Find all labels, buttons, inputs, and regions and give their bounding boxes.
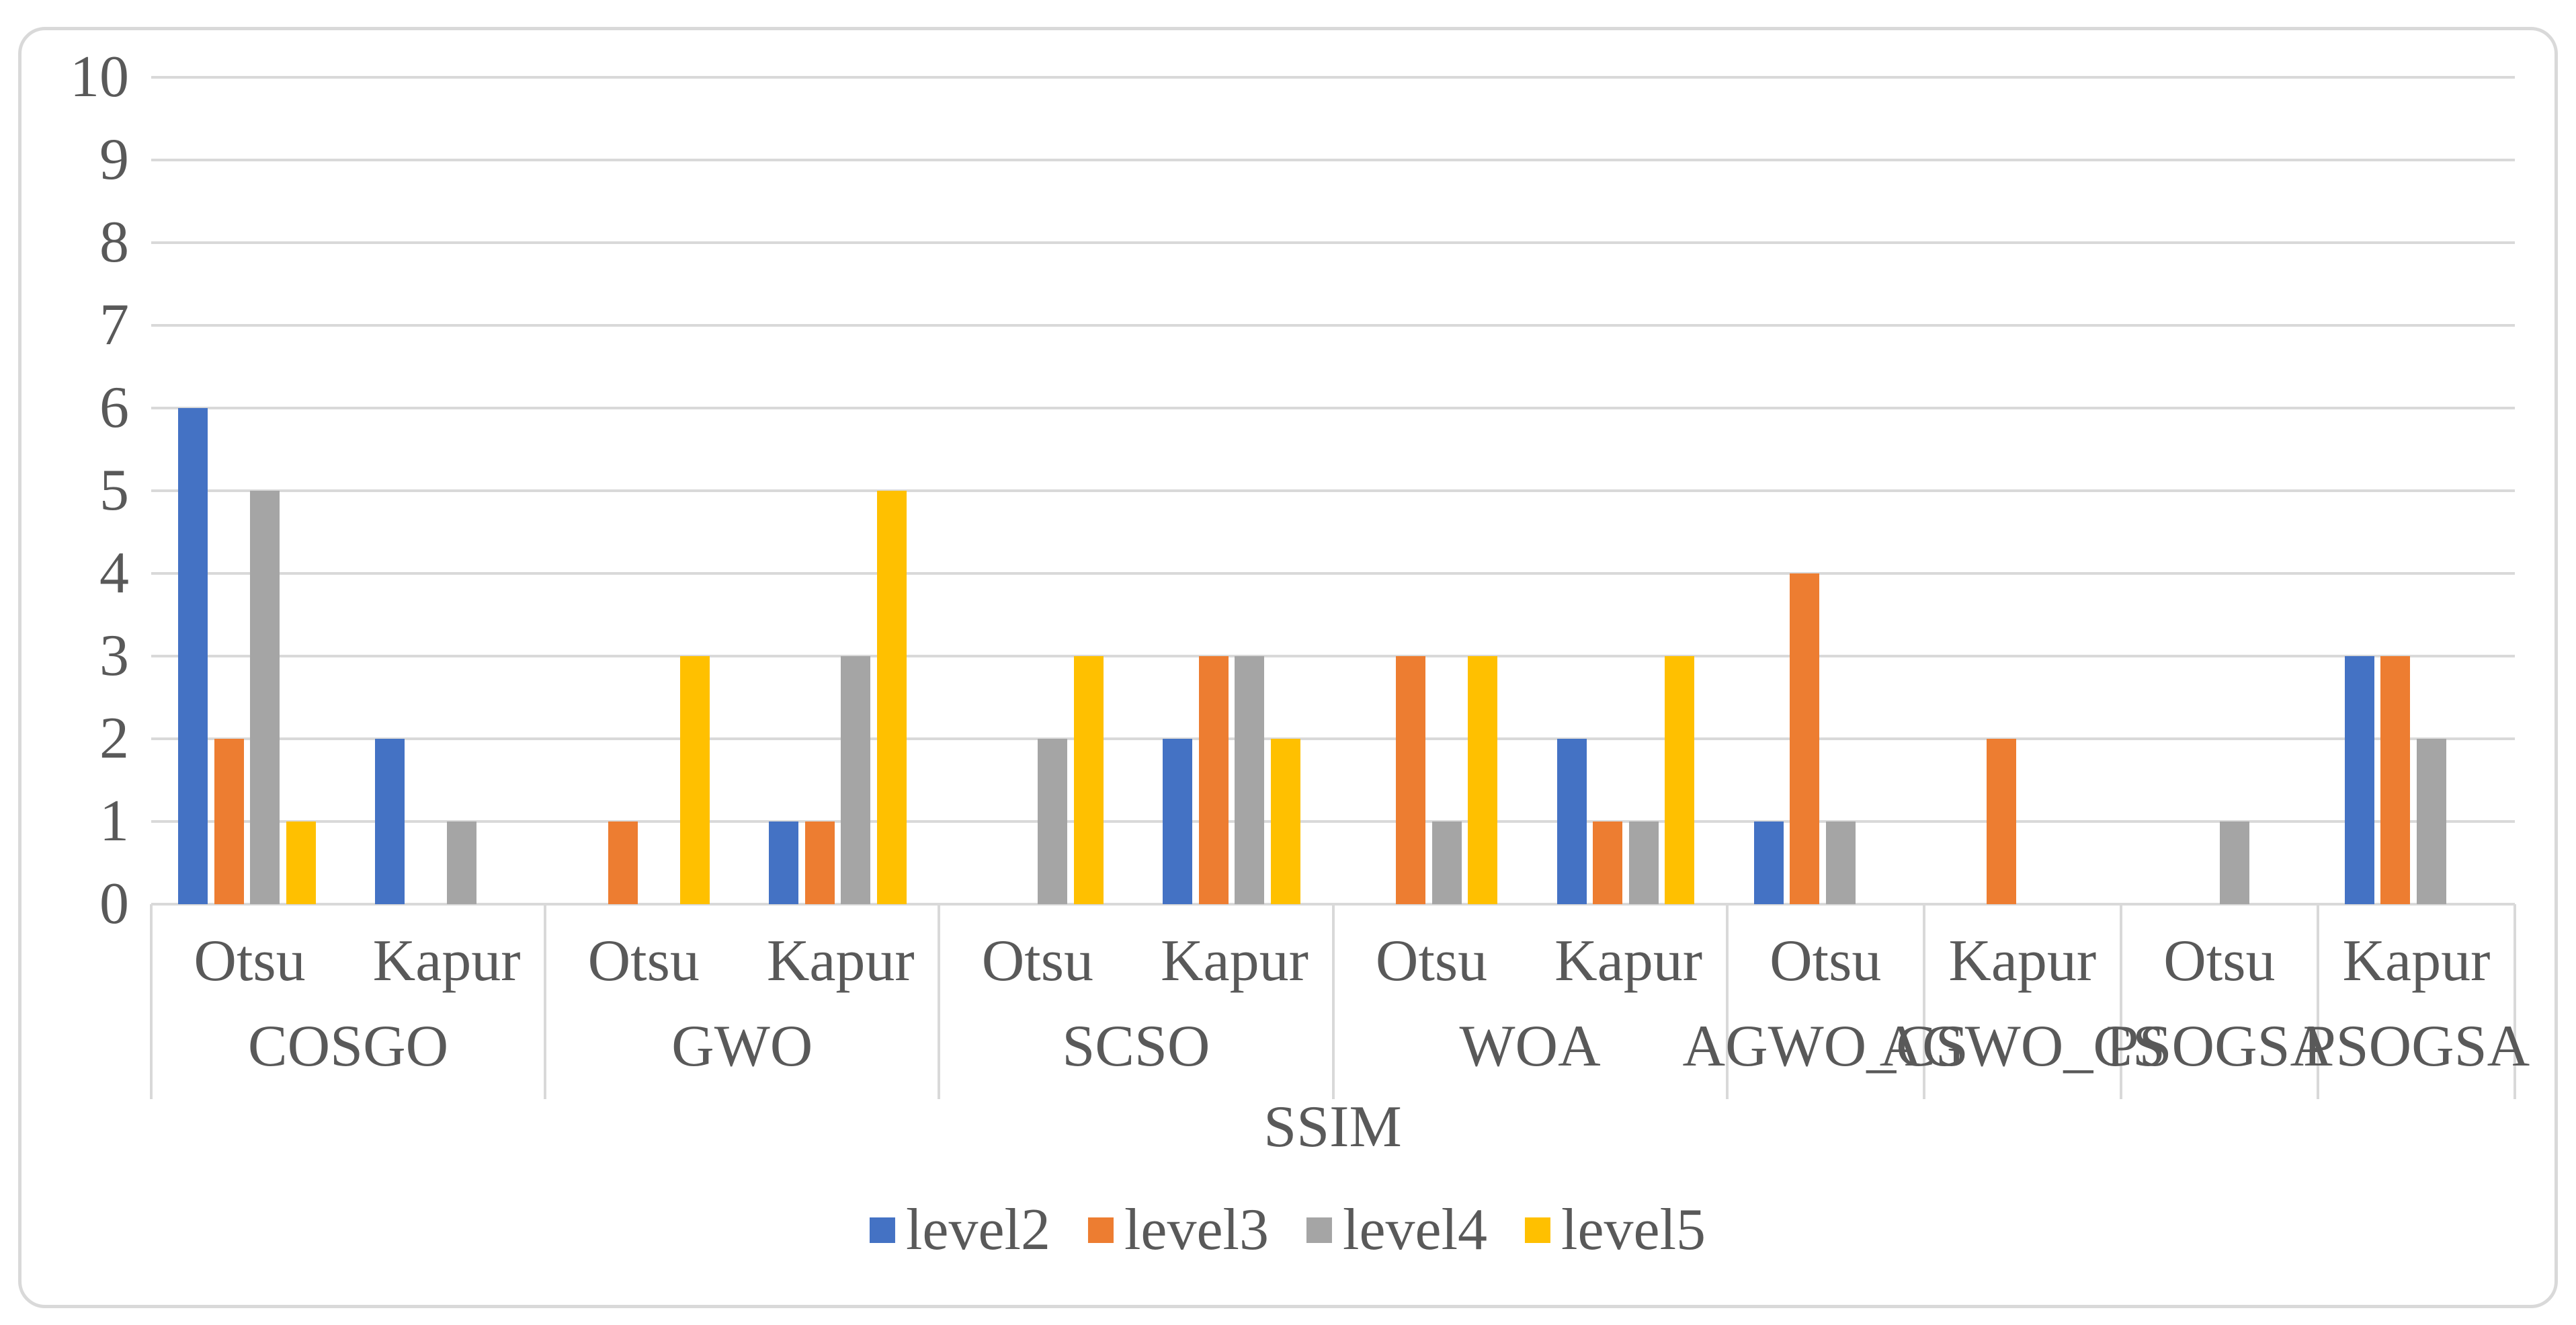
- axis-table-border: [1922, 904, 1925, 1099]
- group-label-agwo-cs: AGWO_CS: [1879, 1014, 2165, 1079]
- y-axis-tick-label-7: 7: [99, 292, 129, 358]
- bar-psogsa-kapur-level2: [2344, 656, 2374, 904]
- bar-gwo-kapur-level4: [841, 656, 871, 904]
- gridline-3: [151, 655, 2515, 657]
- gridline-6: [151, 407, 2515, 409]
- y-axis-tick-label-8: 8: [99, 210, 129, 275]
- legend-label-level2: level2: [905, 1197, 1050, 1262]
- bar-scso-otsu-level5: [1073, 656, 1104, 904]
- gridline-10: [151, 76, 2515, 79]
- x-axis-title: SSIM: [1263, 1094, 1402, 1160]
- y-axis-tick-label-0: 0: [99, 871, 129, 936]
- bar-cosgo-otsu-level5: [286, 821, 316, 904]
- group-label-agwo-cs: AGWO_CS: [1682, 1014, 1968, 1079]
- axis-table-border: [2513, 904, 2516, 1099]
- bar-psogsa-kapur-level4: [2416, 739, 2446, 904]
- category-label-otsu: Otsu: [194, 928, 306, 994]
- bar-scso-kapur-level3: [1198, 656, 1229, 904]
- bar-gwo-kapur-level3: [804, 821, 835, 904]
- bar-woa-kapur-level4: [1628, 821, 1659, 904]
- category-label-otsu: Otsu: [587, 928, 700, 994]
- bar-scso-kapur-level4: [1235, 656, 1265, 904]
- legend-swatch-level5: [1525, 1217, 1551, 1243]
- gridline-2: [151, 737, 2515, 740]
- legend-item-level5: level5: [1525, 1201, 1706, 1260]
- bar-woa-kapur-level3: [1593, 821, 1623, 904]
- legend-item-level2: level2: [869, 1197, 1050, 1262]
- group-label-gwo: GWO: [671, 1014, 813, 1079]
- category-label-kapur: Kapur: [1160, 928, 1308, 994]
- axis-table-border: [1725, 904, 1729, 1099]
- category-label-kapur: Kapur: [766, 928, 915, 994]
- bar-agwo-cs-kapur-level3: [1987, 739, 2017, 904]
- bar-woa-kapur-level2: [1556, 739, 1587, 904]
- category-label-otsu: Otsu: [981, 928, 1093, 994]
- bar-agwo-cs-otsu-level4: [1825, 821, 1856, 904]
- group-label-psogsa: PSOGSA: [2302, 1014, 2530, 1079]
- axis-table-border: [150, 904, 153, 1099]
- legend-label-level5: level5: [1561, 1197, 1706, 1262]
- legend-swatch-level2: [869, 1217, 895, 1243]
- axis-table-border: [2316, 904, 2319, 1099]
- bar-gwo-kapur-level2: [769, 821, 799, 904]
- bar-woa-kapur-level5: [1665, 656, 1695, 904]
- gridline-9: [151, 159, 2515, 161]
- gridline-7: [151, 324, 2515, 327]
- group-label-woa: WOA: [1459, 1014, 1601, 1079]
- bar-gwo-kapur-level5: [876, 491, 907, 904]
- bar-cosgo-kapur-level2: [375, 739, 405, 904]
- gridline-1: [151, 820, 2515, 823]
- y-axis-tick-label-6: 6: [99, 375, 129, 440]
- figure-border: [18, 27, 2558, 1308]
- bar-woa-otsu-level4: [1431, 821, 1462, 904]
- axis-table-border: [2119, 904, 2122, 1099]
- group-label-psogsa: PSOGSA: [2106, 1014, 2333, 1079]
- axis-table-border: [544, 904, 547, 1099]
- bar-agwo-cs-otsu-level2: [1753, 821, 1784, 904]
- y-axis-tick-label-10: 10: [70, 44, 129, 110]
- bar-scso-kapur-level2: [1163, 739, 1193, 904]
- legend-swatch-level4: [1306, 1217, 1332, 1243]
- category-label-kapur: Kapur: [1948, 928, 2097, 994]
- category-label-kapur: Kapur: [372, 928, 521, 994]
- legend-item-level3: level3: [1087, 1197, 1269, 1262]
- bar-scso-kapur-level5: [1270, 739, 1300, 904]
- bar-scso-otsu-level4: [1038, 739, 1068, 904]
- legend-item-level4: level4: [1306, 1201, 1487, 1260]
- bar-psogsa-kapur-level3: [2380, 656, 2411, 904]
- group-label-cosgo: COSGO: [247, 1014, 449, 1079]
- legend: level2 level3 level4 level5: [869, 1197, 1706, 1262]
- bar-cosgo-otsu-level4: [250, 491, 280, 904]
- bar-cosgo-kapur-level4: [447, 821, 477, 904]
- category-label-otsu: Otsu: [1375, 928, 1488, 994]
- y-axis-tick-label-2: 2: [99, 706, 129, 771]
- y-axis-tick-label-1: 1: [99, 789, 129, 854]
- group-label-scso: SCSO: [1062, 1014, 1210, 1079]
- category-label-otsu: Otsu: [1770, 928, 1882, 994]
- y-axis-tick-label-9: 9: [99, 127, 129, 192]
- axis-table-border: [1331, 904, 1335, 1099]
- axis-table-border: [938, 904, 941, 1099]
- category-label-kapur: Kapur: [2342, 928, 2491, 994]
- bar-psogsa-otsu-level4: [2219, 821, 2249, 904]
- bar-cosgo-otsu-level3: [214, 739, 244, 904]
- bar-woa-otsu-level5: [1468, 656, 1497, 904]
- bar-gwo-otsu-level5: [679, 656, 710, 904]
- gridline-8: [151, 241, 2515, 244]
- category-label-otsu: Otsu: [2163, 928, 2276, 994]
- legend-label-level3: level3: [1124, 1197, 1269, 1262]
- bar-gwo-otsu-level3: [608, 821, 638, 904]
- gridline-5: [151, 489, 2515, 492]
- bar-agwo-cs-otsu-level3: [1790, 573, 1820, 904]
- category-label-kapur: Kapur: [1554, 928, 1703, 994]
- y-axis-tick-label-4: 4: [99, 540, 129, 606]
- legend-label-level4: level4: [1343, 1197, 1488, 1262]
- y-axis-tick-label-5: 5: [99, 458, 129, 523]
- bar-woa-otsu-level3: [1396, 656, 1425, 904]
- legend-swatch-level3: [1087, 1217, 1114, 1243]
- bar-cosgo-otsu-level2: [178, 408, 208, 904]
- y-axis-tick-label-3: 3: [99, 623, 129, 688]
- gridline-4: [151, 572, 2515, 575]
